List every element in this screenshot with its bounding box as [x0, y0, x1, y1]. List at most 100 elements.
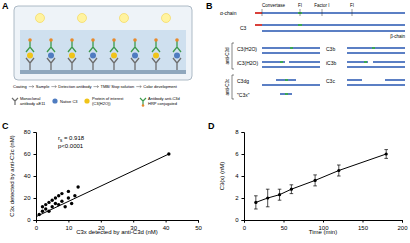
tick-mark: [34, 132, 37, 133]
tick-mark: [101, 220, 102, 223]
tick: 60: [24, 151, 36, 157]
group-bracket: [232, 75, 234, 99]
legend-text: HRP conjugated: [148, 101, 177, 106]
legend-icon: [142, 104, 145, 107]
chain: [262, 66, 320, 68]
y-axis-label: C3(x) (nM): [219, 162, 225, 191]
capture-antibody: [89, 58, 97, 70]
point: [47, 201, 50, 204]
tick-mark: [34, 176, 37, 177]
tick: 50: [195, 220, 202, 231]
capture-antibody: [110, 58, 118, 70]
tick: 200: [397, 220, 408, 231]
tick: 40: [163, 220, 170, 231]
c3-molecule: [69, 53, 75, 59]
well-liquid: [20, 30, 186, 72]
step-label: Sample: [36, 84, 50, 89]
tick: 40: [24, 173, 36, 179]
cleavage-site: [300, 9, 301, 16]
c3-molecule: [174, 53, 180, 59]
point: [44, 207, 47, 210]
tick-label: 20: [24, 195, 31, 201]
legend-text: (C3(H2O)): [92, 101, 111, 106]
hrp: [70, 38, 74, 42]
hrp: [154, 38, 158, 42]
marker: [254, 201, 257, 204]
annotation: p<0.0001: [58, 143, 84, 149]
tick-label: 0: [27, 217, 31, 223]
detection-antibody: [173, 41, 181, 52]
chain: [347, 61, 368, 63]
background: [0, 0, 410, 243]
error-bar: [313, 175, 317, 186]
tick-mark: [198, 220, 199, 223]
axis-line: [242, 133, 245, 221]
cleavage-site: [262, 9, 263, 16]
axis-line: [34, 133, 37, 221]
hrp: [112, 38, 116, 42]
x-axis-label: C3x detected by anti-C3d (nM): [76, 229, 158, 235]
step-arrow: [51, 85, 56, 87]
point: [67, 190, 70, 193]
tick: 2: [235, 195, 244, 201]
tick-label: 40: [24, 173, 31, 179]
hrp: [133, 38, 137, 42]
fragment-label: C3dg: [237, 78, 249, 84]
chain: [262, 30, 405, 32]
tick-mark: [133, 220, 134, 223]
panel-label: C: [2, 121, 9, 131]
error-bar: [337, 165, 341, 176]
marker: [278, 193, 281, 196]
tick-mark: [284, 220, 285, 223]
chain: [262, 47, 320, 49]
error-bar: [254, 196, 258, 209]
marker: [385, 152, 388, 155]
chain: [262, 52, 320, 54]
tick-mark: [34, 198, 37, 199]
tick-mark: [323, 220, 324, 223]
legend-icon: [52, 98, 57, 103]
plot-area: [36, 152, 171, 216]
tick-mark: [242, 220, 245, 221]
group-bracket: [232, 43, 234, 69]
line: [256, 154, 386, 202]
chain: [347, 79, 362, 81]
chain: [347, 52, 405, 54]
capture-antibody: [47, 58, 55, 70]
detection-antibody: [68, 41, 76, 52]
tick-label: 10: [66, 225, 73, 231]
hrp: [49, 38, 53, 42]
legend-icon: [12, 98, 18, 105]
trend-line: [36, 154, 169, 217]
chain: [347, 66, 405, 68]
hrp: [175, 38, 179, 42]
thioester: [285, 79, 288, 81]
tick-label: 40: [163, 225, 170, 231]
tick-label: 50: [195, 225, 202, 231]
c3-molecule: [27, 53, 33, 59]
chain: [255, 12, 262, 14]
fragment-label: C3(H2O): [237, 46, 257, 52]
point: [54, 196, 57, 199]
y-axis: 020406080: [24, 129, 37, 223]
point: [41, 210, 44, 213]
chain: [262, 12, 405, 14]
panel-label: A: [2, 1, 9, 11]
tick-mark: [68, 220, 69, 223]
detection-antibody: [26, 41, 34, 52]
point: [60, 192, 63, 195]
point: [54, 202, 57, 205]
hrp: [28, 38, 32, 42]
well-floor: [20, 70, 186, 74]
chain: [347, 47, 405, 49]
panel-a: ACoatingSampleDetection antibodyTMB/ Sto…: [2, 1, 192, 107]
chain: [280, 93, 292, 95]
step-label: Detection antibody: [58, 84, 91, 89]
thioester: [290, 47, 293, 49]
marker: [314, 179, 317, 182]
point: [57, 194, 60, 197]
chain: [276, 79, 296, 81]
capture-antibody: [131, 58, 139, 70]
c3-molecule: [111, 53, 117, 59]
annotation: rs = 0.918: [58, 135, 85, 143]
